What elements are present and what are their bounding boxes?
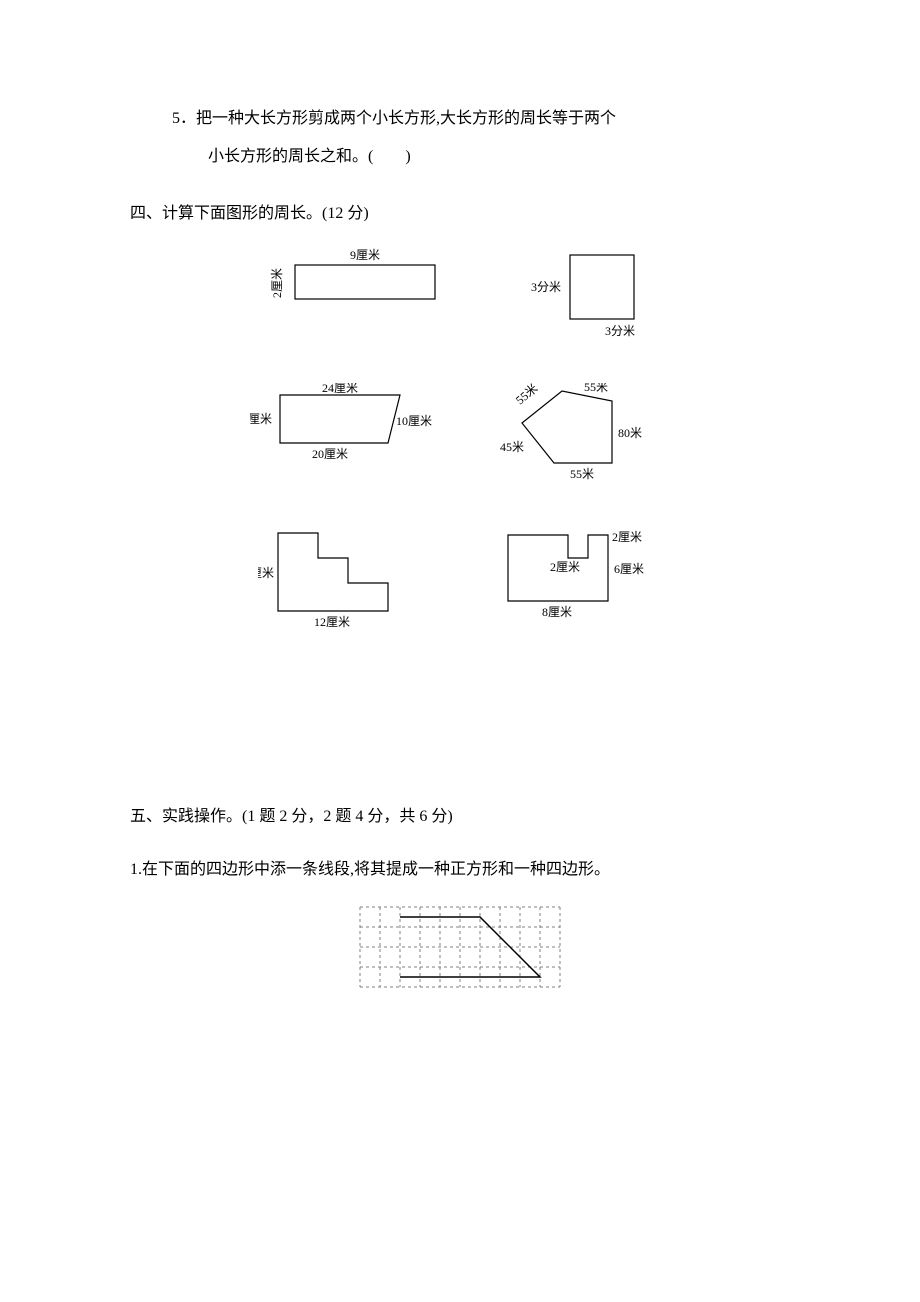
notch-bottom-label: 8厘米 [542,605,572,619]
grid-figure-wrap [130,897,790,997]
notch-right-label: 6厘米 [614,562,644,576]
stairs-bottom-label: 12厘米 [314,615,350,628]
trap-top-label: 24厘米 [322,383,358,395]
figure-row-1: 9厘米 2厘米 3分米 3分米 [130,243,790,343]
pent-br-label: 55米 [570,467,594,481]
notch-t2-label: 2厘米 [550,560,580,574]
section-5-heading: 五、实践操作。(1 题 2 分，2 题 4 分，共 6 分) [130,798,790,836]
question-5: 5．把一种大长方形剪成两个小长方形,大长方形的周长等于两个 [148,100,790,138]
rect-top-label: 9厘米 [350,248,380,262]
pent-tr-label: 55米 [584,383,608,394]
shape-rectangle: 9厘米 2厘米 [255,243,455,313]
section-4-heading: 四、计算下面图形的周长。(12 分) [130,195,790,233]
page: 5．把一种大长方形剪成两个小长方形,大长方形的周长等于两个 小长方形的周长之和。… [0,0,920,1057]
figure-row-2: 24厘米 8厘米 10厘米 20厘米 55米 55米 80米 45米 55米 [130,383,790,483]
q5-number: 5 [172,110,180,127]
pent-tl-label: 55米 [513,383,540,407]
pent-bl-label: 45米 [500,440,524,454]
shape-stairs: 9厘米 12厘米 [258,523,428,628]
q5-line2: 小长方形的周长之和。( ) [130,138,790,176]
square-left-label: 3分米 [531,280,561,294]
grid-figure [350,897,570,997]
square-bottom-label: 3分米 [605,324,635,338]
figures-container: 9厘米 2厘米 3分米 3分米 24厘米 8厘米 10厘米 20厘米 55米 5… [130,243,790,628]
shape-pentagon: 55米 55米 80米 45米 55米 [500,383,670,483]
trap-right-label: 10厘米 [396,414,432,428]
shape-trapezoid: 24厘米 8厘米 10厘米 20厘米 [250,383,440,463]
shape-square: 3分米 3分米 [515,243,665,343]
pent-r-label: 80米 [618,426,642,440]
figure-row-3: 9厘米 12厘米 2厘米 2厘米 6厘米 8厘米 [130,523,790,628]
section-5-q1: 1.在下面的四边形中添一条线段,将其提成一种正方形和一种四边形。 [130,851,790,889]
trap-bottom-label: 20厘米 [312,447,348,461]
section-5: 五、实践操作。(1 题 2 分，2 题 4 分，共 6 分) 1.在下面的四边形… [130,798,790,997]
notch-t1-label: 2厘米 [612,530,642,544]
trap-left-label: 8厘米 [250,412,272,426]
q5-line1: ．把一种大长方形剪成两个小长方形,大长方形的周长等于两个 [180,110,616,127]
rect-left-label: 2厘米 [270,268,284,298]
stairs-left-label: 9厘米 [258,566,274,580]
shape-notch: 2厘米 2厘米 6厘米 8厘米 [488,523,663,623]
